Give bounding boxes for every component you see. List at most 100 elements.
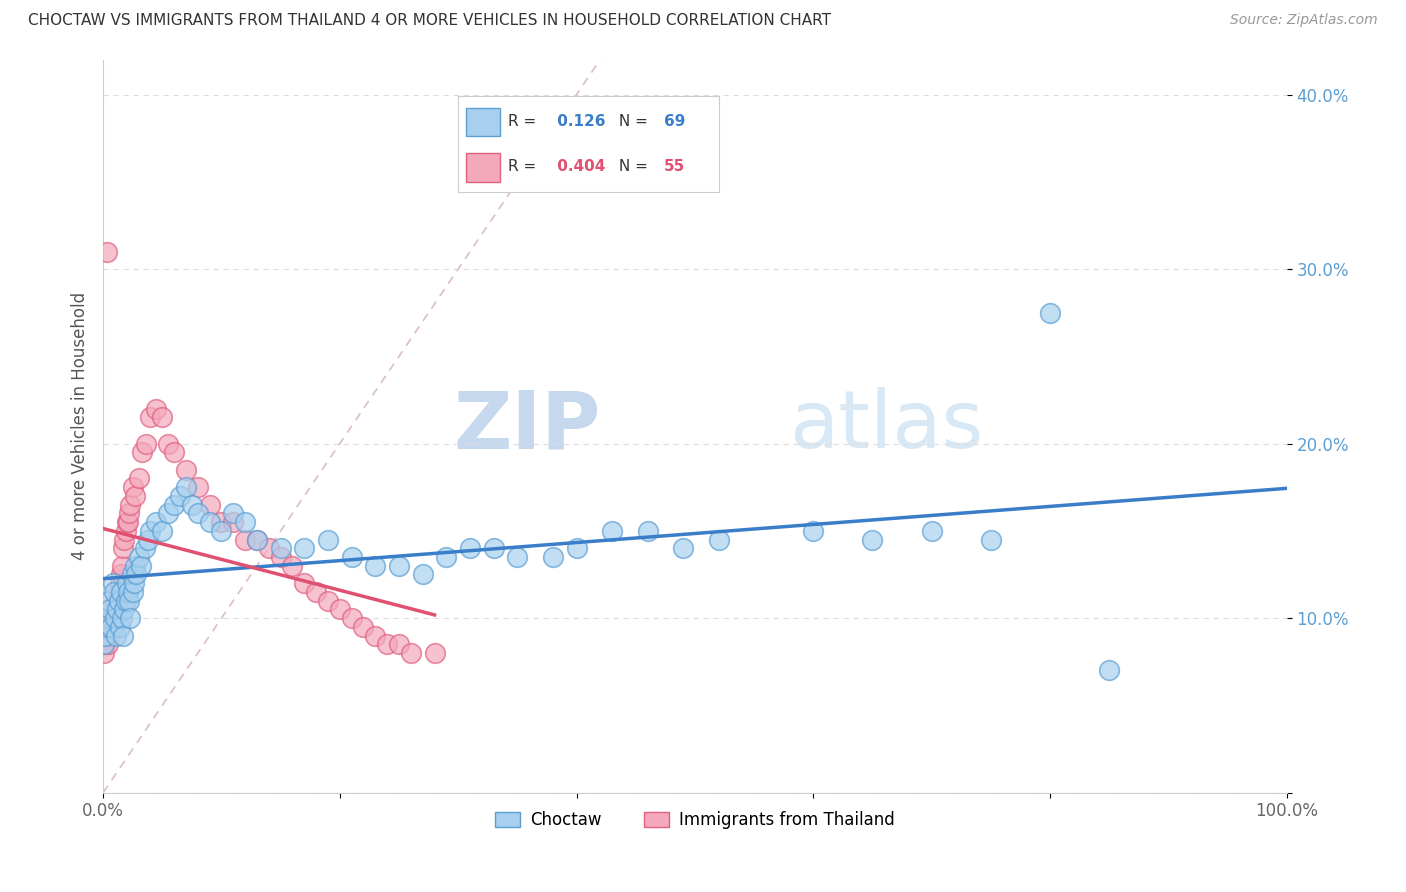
- Point: [93, 646, 115, 660]
- Point: [114, 593, 136, 607]
- Point: [163, 445, 186, 459]
- Point: [222, 515, 245, 529]
- Point: [112, 541, 135, 556]
- Point: [565, 541, 588, 556]
- Legend: Choctaw, Immigrants from Thailand: Choctaw, Immigrants from Thailand: [489, 805, 901, 836]
- Point: [198, 515, 221, 529]
- Point: [600, 524, 623, 538]
- Point: [211, 524, 233, 538]
- Point: [103, 602, 125, 616]
- Point: [139, 524, 162, 538]
- Point: [270, 541, 292, 556]
- Point: [174, 480, 197, 494]
- Point: [124, 489, 146, 503]
- Point: [292, 576, 315, 591]
- Point: [115, 515, 138, 529]
- Point: [120, 498, 142, 512]
- Point: [96, 629, 118, 643]
- Point: [100, 620, 122, 634]
- Point: [388, 558, 411, 573]
- Point: [423, 646, 446, 660]
- Point: [129, 558, 152, 573]
- Point: [105, 593, 128, 607]
- Point: [233, 533, 256, 547]
- Point: [198, 498, 221, 512]
- Text: CHOCTAW VS IMMIGRANTS FROM THAILAND 4 OR MORE VEHICLES IN HOUSEHOLD CORRELATION : CHOCTAW VS IMMIGRANTS FROM THAILAND 4 OR…: [28, 13, 831, 29]
- Point: [105, 629, 128, 643]
- Text: atlas: atlas: [790, 387, 984, 465]
- Point: [97, 611, 120, 625]
- Point: [114, 524, 136, 538]
- Point: [388, 637, 411, 651]
- Point: [107, 593, 129, 607]
- Point: [292, 541, 315, 556]
- Point: [187, 480, 209, 494]
- Point: [108, 620, 131, 634]
- Point: [139, 410, 162, 425]
- Point: [111, 558, 134, 573]
- Point: [180, 498, 202, 512]
- Point: [96, 244, 118, 259]
- Point: [340, 549, 363, 564]
- Point: [233, 515, 256, 529]
- Point: [860, 533, 883, 547]
- Point: [458, 541, 481, 556]
- Point: [1039, 306, 1062, 320]
- Point: [112, 629, 135, 643]
- Point: [399, 646, 422, 660]
- Point: [104, 611, 127, 625]
- Point: [107, 585, 129, 599]
- Point: [104, 611, 127, 625]
- Point: [98, 620, 121, 634]
- Point: [353, 620, 375, 634]
- Point: [222, 507, 245, 521]
- Point: [270, 549, 292, 564]
- Point: [506, 549, 529, 564]
- Point: [801, 524, 824, 538]
- Point: [921, 524, 943, 538]
- Point: [98, 629, 121, 643]
- Point: [110, 567, 132, 582]
- Point: [120, 611, 142, 625]
- Point: [101, 576, 124, 591]
- Point: [305, 585, 328, 599]
- Point: [246, 533, 269, 547]
- Point: [316, 593, 339, 607]
- Point: [135, 436, 157, 450]
- Text: ZIP: ZIP: [453, 387, 600, 465]
- Point: [281, 558, 304, 573]
- Point: [163, 498, 186, 512]
- Point: [115, 576, 138, 591]
- Point: [157, 507, 180, 521]
- Point: [637, 524, 659, 538]
- Point: [246, 533, 269, 547]
- Point: [105, 602, 128, 616]
- Point: [100, 611, 122, 625]
- Point: [111, 611, 134, 625]
- Point: [121, 480, 143, 494]
- Point: [108, 576, 131, 591]
- Point: [174, 463, 197, 477]
- Point: [121, 585, 143, 599]
- Point: [169, 489, 191, 503]
- Point: [117, 515, 139, 529]
- Point: [117, 585, 139, 599]
- Point: [150, 524, 173, 538]
- Point: [105, 602, 128, 616]
- Point: [329, 602, 352, 616]
- Point: [187, 507, 209, 521]
- Point: [122, 576, 145, 591]
- Point: [150, 410, 173, 425]
- Point: [145, 401, 167, 416]
- Point: [412, 567, 434, 582]
- Point: [136, 533, 159, 547]
- Point: [93, 637, 115, 651]
- Point: [96, 620, 118, 634]
- Point: [257, 541, 280, 556]
- Point: [541, 549, 564, 564]
- Point: [118, 593, 141, 607]
- Point: [118, 507, 141, 521]
- Point: [707, 533, 730, 547]
- Point: [364, 629, 387, 643]
- Point: [110, 585, 132, 599]
